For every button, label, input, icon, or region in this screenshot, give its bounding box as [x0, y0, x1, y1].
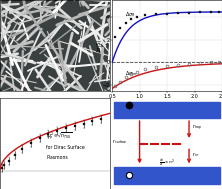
Text: $\Delta\sigma_R$: $\Delta\sigma_R$: [125, 10, 136, 19]
Text: Plasmons: Plasmons: [46, 155, 68, 160]
Y-axis label: Δσ(S): Δσ(S): [97, 39, 102, 52]
Bar: [114, 102, 220, 118]
Bar: [114, 167, 220, 184]
Text: $\Gamma_{surface}$: $\Gamma_{surface}$: [112, 138, 128, 146]
Text: $\Delta\sigma_{Im}$: $\Delta\sigma_{Im}$: [125, 69, 138, 78]
Text: $\Gamma_{nr}$: $\Gamma_{nr}$: [192, 152, 200, 159]
Text: for Dirac Surface: for Dirac Surface: [46, 145, 85, 150]
Text: $\Gamma_{trap}$: $\Gamma_{trap}$: [192, 123, 203, 132]
Polygon shape: [0, 0, 110, 91]
X-axis label: Frequency (THz): Frequency (THz): [147, 100, 187, 105]
Text: $\frac{dn}{dt} \propto n^2$: $\frac{dn}{dt} \propto n^2$: [159, 158, 175, 169]
Text: $\omega_p^2 \propto \sqrt{n_{TSS}}$: $\omega_p^2 \propto \sqrt{n_{TSS}}$: [46, 131, 73, 143]
